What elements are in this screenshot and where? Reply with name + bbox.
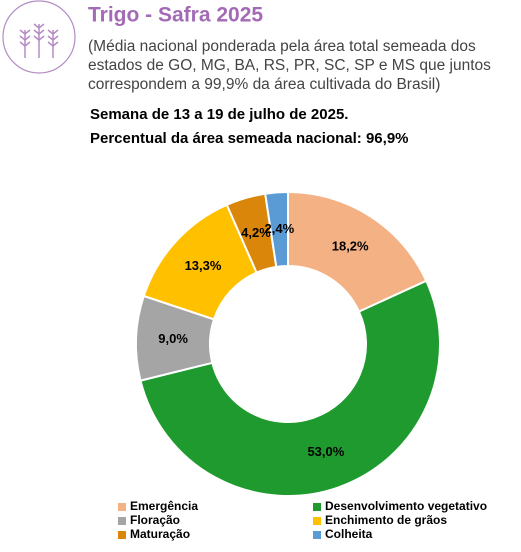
legend-label: Colheita — [325, 527, 373, 541]
legend-swatch — [118, 503, 126, 511]
data-label: 4,2% — [241, 225, 271, 240]
subtitle: (Média nacional ponderada pela área tota… — [88, 38, 491, 93]
data-label: 2,4% — [265, 221, 295, 236]
legend-swatch — [313, 503, 321, 511]
donut-slice — [139, 279, 441, 497]
legend-swatch — [118, 531, 126, 539]
legend-label: Maturação — [130, 527, 190, 541]
legend-label: Emergência — [130, 499, 198, 513]
legend-label: Floração — [130, 513, 180, 527]
legend-swatch — [313, 531, 321, 539]
data-label: 53,0% — [307, 444, 344, 459]
legend-label: Enchimento de grãos — [325, 513, 447, 527]
data-label: 13,3% — [185, 258, 222, 273]
chart-title: Trigo - Safra 2025 — [88, 4, 263, 27]
data-label: 18,2% — [332, 239, 369, 254]
week-text: Semana de 13 a 19 de julho de 2025. — [90, 106, 348, 123]
donut-slice — [264, 190, 289, 269]
wheat-icon — [2, 0, 76, 74]
data-label: 9,0% — [158, 331, 188, 346]
legend-label: Desenvolvimento vegetativo — [325, 499, 487, 513]
legend-swatch — [313, 517, 321, 525]
note-text: Percentual da área semeada nacional: 96,… — [90, 130, 409, 147]
legend-swatch — [118, 517, 126, 525]
